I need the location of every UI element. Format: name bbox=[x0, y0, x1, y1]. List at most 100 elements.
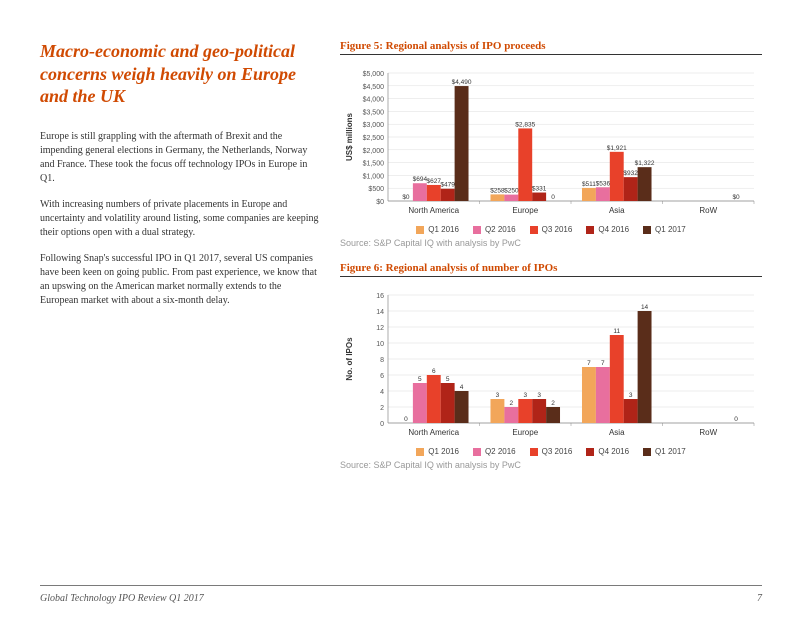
legend-swatch bbox=[473, 448, 481, 456]
svg-text:$4,500: $4,500 bbox=[363, 84, 385, 91]
footer-rule bbox=[40, 585, 762, 586]
svg-text:$250: $250 bbox=[504, 188, 519, 195]
paragraph-1: Europe is still grappling with the after… bbox=[40, 130, 320, 186]
paragraph-3: Following Snap's successful IPO in Q1 20… bbox=[40, 252, 320, 308]
svg-text:$258: $258 bbox=[490, 187, 505, 194]
svg-text:$1,000: $1,000 bbox=[363, 173, 385, 180]
svg-text:$536: $536 bbox=[596, 180, 611, 187]
svg-text:Asia: Asia bbox=[609, 428, 625, 437]
footer-page-number: 7 bbox=[757, 593, 762, 604]
svg-text:RoW: RoW bbox=[699, 428, 717, 437]
page-content: Macro-economic and geo-political concern… bbox=[0, 0, 802, 514]
legend-swatch bbox=[530, 448, 538, 456]
legend-item: Q1 2016 bbox=[416, 225, 459, 234]
svg-text:$0: $0 bbox=[376, 199, 384, 206]
figure-5-legend: Q1 2016 Q2 2016 Q3 2016 Q4 2016 Q1 2017 bbox=[340, 225, 762, 234]
figure-5-rule bbox=[340, 54, 762, 55]
svg-text:4: 4 bbox=[380, 389, 384, 396]
legend-item: Q2 2016 bbox=[473, 225, 516, 234]
svg-text:$4,000: $4,000 bbox=[363, 97, 385, 104]
svg-text:12: 12 bbox=[376, 325, 384, 332]
svg-text:$3,000: $3,000 bbox=[363, 122, 385, 129]
legend-item: Q1 2016 bbox=[416, 447, 459, 456]
page-footer: Global Technology IPO Review Q1 2017 7 bbox=[40, 593, 762, 604]
figure-6-svg: 0246810121416No. of IPOs05654North Ameri… bbox=[340, 283, 760, 443]
legend-label: Q1 2017 bbox=[655, 447, 686, 456]
legend-label: Q2 2016 bbox=[485, 225, 516, 234]
footer-left: Global Technology IPO Review Q1 2017 bbox=[40, 593, 204, 604]
figure-6-source: Source: S&P Capital IQ with analysis by … bbox=[340, 460, 762, 470]
legend-swatch bbox=[416, 448, 424, 456]
svg-text:North America: North America bbox=[408, 206, 459, 215]
legend-swatch bbox=[586, 448, 594, 456]
figure-5: Figure 5: Regional analysis of IPO proce… bbox=[340, 40, 762, 248]
svg-text:3: 3 bbox=[496, 392, 500, 399]
svg-text:2: 2 bbox=[551, 400, 555, 407]
figure-6-title: Figure 6: Regional analysis of number of… bbox=[340, 262, 762, 274]
svg-text:4: 4 bbox=[460, 384, 464, 391]
legend-swatch bbox=[416, 226, 424, 234]
headline: Macro-economic and geo-political concern… bbox=[40, 40, 320, 108]
svg-text:8: 8 bbox=[380, 357, 384, 364]
figure-6-legend: Q1 2016 Q2 2016 Q3 2016 Q4 2016 Q1 2017 bbox=[340, 447, 762, 456]
legend-label: Q2 2016 bbox=[485, 447, 516, 456]
svg-text:3: 3 bbox=[537, 392, 541, 399]
svg-text:$5,000: $5,000 bbox=[363, 71, 385, 78]
svg-text:14: 14 bbox=[376, 309, 384, 316]
svg-text:$0: $0 bbox=[402, 194, 410, 201]
svg-text:7: 7 bbox=[601, 360, 605, 367]
svg-text:$1,500: $1,500 bbox=[363, 161, 385, 168]
svg-text:$1,322: $1,322 bbox=[635, 160, 655, 167]
legend-label: Q1 2016 bbox=[428, 225, 459, 234]
svg-text:$479: $479 bbox=[440, 182, 455, 189]
svg-text:14: 14 bbox=[641, 304, 649, 311]
svg-text:$0: $0 bbox=[732, 194, 740, 201]
svg-text:No. of IPOs: No. of IPOs bbox=[345, 337, 354, 381]
svg-text:16: 16 bbox=[376, 293, 384, 300]
svg-text:$1,921: $1,921 bbox=[607, 145, 627, 152]
svg-text:$331: $331 bbox=[532, 186, 547, 193]
text-column: Macro-economic and geo-political concern… bbox=[40, 40, 320, 484]
svg-text:3: 3 bbox=[629, 392, 633, 399]
legend-item: Q3 2016 bbox=[530, 225, 573, 234]
svg-text:7: 7 bbox=[587, 360, 591, 367]
svg-text:11: 11 bbox=[613, 328, 620, 335]
figure-5-chart: $0 $500 $1,000 $1,500 $2,000 $2,500 $3,000 $3,5… bbox=[340, 61, 762, 234]
svg-text:Europe: Europe bbox=[512, 428, 538, 437]
svg-text:$2,000: $2,000 bbox=[363, 148, 385, 155]
svg-text:5: 5 bbox=[418, 376, 422, 383]
svg-text:10: 10 bbox=[376, 341, 384, 348]
svg-text:$932: $932 bbox=[623, 170, 638, 177]
legend-label: Q1 2017 bbox=[655, 225, 686, 234]
legend-item: Q2 2016 bbox=[473, 447, 516, 456]
svg-text:$627: $627 bbox=[427, 178, 442, 185]
legend-item: Q1 2017 bbox=[643, 225, 686, 234]
legend-label: Q3 2016 bbox=[542, 447, 573, 456]
legend-swatch bbox=[643, 448, 651, 456]
svg-text:$694: $694 bbox=[413, 176, 428, 183]
svg-text:$4,490: $4,490 bbox=[452, 79, 472, 86]
legend-item: Q3 2016 bbox=[530, 447, 573, 456]
legend-swatch bbox=[586, 226, 594, 234]
svg-text:$2,500: $2,500 bbox=[363, 135, 385, 142]
svg-text:5: 5 bbox=[446, 376, 450, 383]
svg-text:North America: North America bbox=[408, 428, 459, 437]
legend-item: Q4 2016 bbox=[586, 225, 629, 234]
svg-text:0: 0 bbox=[380, 421, 384, 428]
legend-swatch bbox=[473, 226, 481, 234]
svg-text:Europe: Europe bbox=[512, 206, 538, 215]
legend-label: Q4 2016 bbox=[598, 225, 629, 234]
charts-column: Figure 5: Regional analysis of IPO proce… bbox=[340, 40, 762, 484]
svg-text:0: 0 bbox=[404, 416, 408, 423]
svg-text:$500: $500 bbox=[368, 186, 384, 193]
svg-text:2: 2 bbox=[380, 405, 384, 412]
figure-6-chart: 0246810121416No. of IPOs05654North Ameri… bbox=[340, 283, 762, 456]
svg-text:2: 2 bbox=[510, 400, 514, 407]
figure-6: Figure 6: Regional analysis of number of… bbox=[340, 262, 762, 470]
svg-text:RoW: RoW bbox=[699, 206, 717, 215]
svg-text:Asia: Asia bbox=[609, 206, 625, 215]
legend-label: Q4 2016 bbox=[598, 447, 629, 456]
svg-text:0: 0 bbox=[734, 416, 738, 423]
svg-text:$3,500: $3,500 bbox=[363, 109, 385, 116]
figure-6-rule bbox=[340, 276, 762, 277]
